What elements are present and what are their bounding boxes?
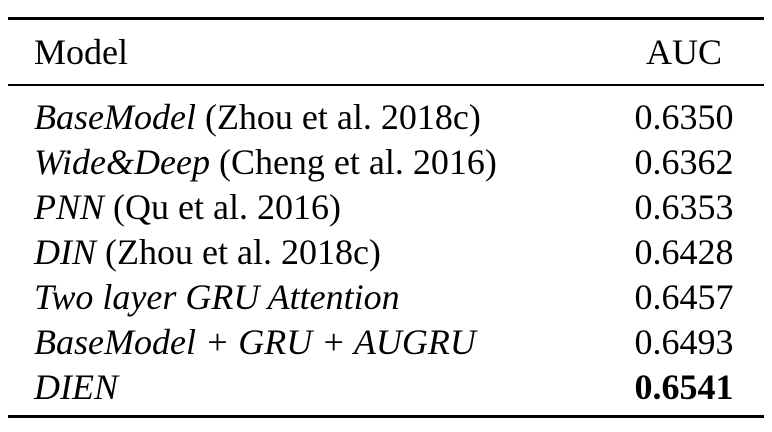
header-rule: [8, 84, 764, 86]
auc-value: 0.6428: [634, 231, 734, 272]
model-name: PNN: [34, 186, 105, 227]
model-name: Two layer GRU Attention: [34, 276, 400, 317]
auc-value: 0.6362: [634, 141, 734, 182]
model-name: Wide&Deep: [34, 141, 210, 182]
table-row: DIN (Zhou et al. 2018c) 0.6428: [8, 229, 764, 274]
top-rule: [8, 17, 764, 20]
model-citation: (Qu et al. 2016): [104, 186, 341, 227]
model-citation: (Cheng et al. 2016): [209, 141, 497, 182]
model-name: BaseModel + GRU + AUGRU: [34, 321, 476, 362]
model-citation: (Zhou et al. 2018c): [195, 96, 481, 137]
header-row: Model AUC: [8, 20, 764, 84]
model-name: BaseModel: [34, 96, 196, 137]
auc-value: 0.6457: [634, 276, 734, 317]
results-table: Model AUC BaseModel (Zhou et al. 2018c) …: [8, 17, 764, 418]
table-row: BaseModel + GRU + AUGRU 0.6493: [8, 319, 764, 364]
model-name: DIN: [34, 231, 96, 272]
auc-value: 0.6493: [634, 321, 734, 362]
header-auc: AUC: [645, 32, 722, 72]
auc-value: 0.6350: [634, 96, 734, 137]
table-row: Wide&Deep (Cheng et al. 2016) 0.6362: [8, 139, 764, 184]
model-name: DIEN: [34, 366, 118, 407]
auc-value: 0.6353: [634, 186, 734, 227]
table-row: Two layer GRU Attention 0.6457: [8, 274, 764, 319]
table-row: BaseModel (Zhou et al. 2018c) 0.6350: [8, 94, 764, 139]
model-citation: (Zhou et al. 2018c): [96, 231, 381, 272]
header-model: Model: [34, 32, 128, 72]
table-body: BaseModel (Zhou et al. 2018c) 0.6350 Wid…: [8, 86, 764, 415]
bottom-rule: [8, 415, 764, 418]
table-row: PNN (Qu et al. 2016) 0.6353: [8, 184, 764, 229]
table-row: DIEN 0.6541: [8, 364, 764, 409]
auc-value-best: 0.6541: [634, 366, 734, 407]
